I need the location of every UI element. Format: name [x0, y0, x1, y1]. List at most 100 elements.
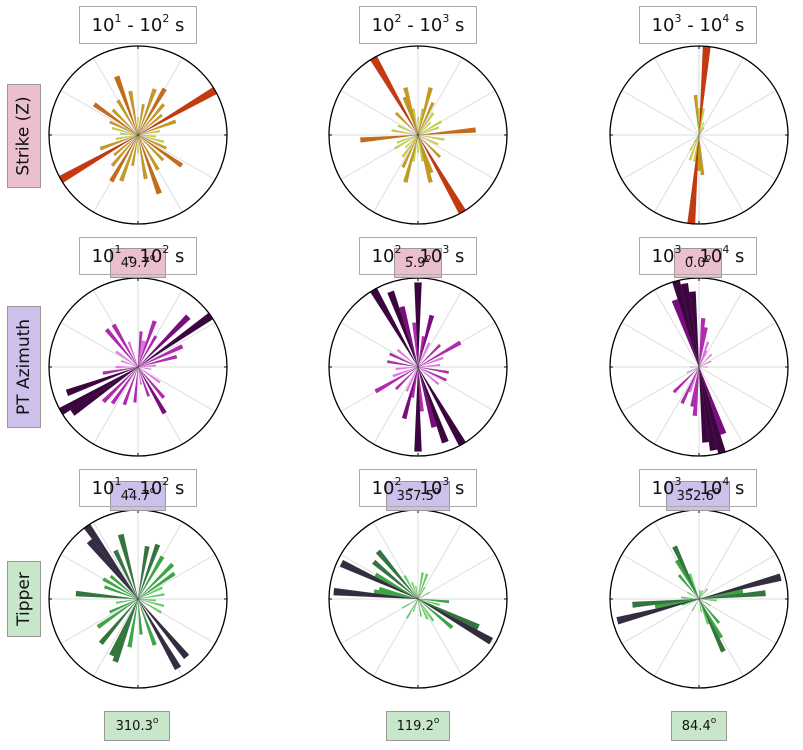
rose-petal [680, 366, 700, 405]
angular-gridline [621, 366, 700, 412]
rose-petal [392, 366, 419, 378]
rose-petal [410, 581, 419, 600]
degree-symbol: o [705, 253, 712, 263]
rose-petal [388, 352, 419, 368]
rose-petal [674, 559, 700, 600]
median-value-strike-3: 0.0 o [674, 248, 722, 278]
rose-petal [417, 342, 431, 368]
rose-petal [417, 134, 439, 146]
title-exp: 1 [114, 474, 122, 488]
title-base: 10 [91, 477, 115, 499]
rose-petal [127, 598, 139, 648]
angular-gridline [621, 322, 700, 368]
rose-petal [115, 134, 139, 141]
title-exp: 3 [442, 242, 450, 256]
degree-symbol: o [149, 253, 156, 263]
rose-petal [137, 134, 139, 153]
rose-petal [417, 112, 435, 136]
rose-petal [698, 360, 712, 368]
rose-petal [417, 598, 440, 606]
angular-gridline [417, 366, 496, 412]
rose-petal [137, 129, 161, 136]
title-exp: 4 [722, 242, 730, 256]
angular-gridline [654, 289, 700, 368]
rose-petal [374, 572, 419, 600]
title-unit: s [169, 477, 185, 499]
rose-petal [137, 134, 163, 195]
title-base: 10 [91, 245, 115, 267]
rose-petal [96, 598, 139, 630]
rose-petal [378, 586, 419, 600]
title-sep: - [401, 245, 420, 267]
angular-gridline [417, 598, 463, 677]
rose-petal [137, 335, 158, 368]
rose-petal [119, 134, 139, 182]
rose-petal [387, 290, 419, 368]
rose-petal [672, 366, 700, 394]
rose-petal [111, 108, 139, 136]
rose-petal [417, 598, 435, 622]
rose-plot-3-1 [48, 509, 228, 689]
rose-petal [672, 545, 700, 600]
rose-petal [374, 366, 419, 394]
rose-petal [137, 562, 175, 600]
title-sep: - [121, 477, 140, 499]
rose-petal [698, 353, 713, 368]
rose-petal [360, 134, 419, 143]
angular-gridline [60, 598, 139, 644]
rose-petal [404, 134, 419, 149]
rose-plot-1-1 [48, 45, 228, 225]
rose-petal [698, 108, 706, 136]
rose-petal [698, 590, 704, 600]
title-base: 10 [371, 14, 395, 36]
rose-petal [654, 598, 700, 609]
rose-petal [698, 366, 727, 436]
rose-petal [689, 366, 700, 368]
rose-petal [417, 121, 432, 136]
median-value-text: 310.3 [115, 718, 153, 734]
angular-gridline [698, 134, 744, 213]
rose-petal [137, 314, 191, 368]
rose-petal [137, 366, 166, 400]
rose-petal [70, 366, 139, 417]
rose-petal [403, 86, 419, 136]
angular-gridline [93, 598, 139, 677]
rose-petal [110, 134, 139, 168]
title-exp: 2 [394, 242, 402, 256]
rose-petal [417, 101, 435, 136]
rose-petal [137, 117, 139, 136]
angular-gridline [698, 554, 777, 600]
period-title-r1-c1: 10 1 - 10 2 s [79, 6, 197, 44]
rose-petal [697, 108, 701, 136]
rose-petal [137, 134, 156, 138]
rose-petal [102, 366, 139, 375]
rose-petal [688, 573, 700, 600]
rose-petal [137, 344, 184, 368]
rose-petal [371, 559, 419, 600]
median-value-text: 44.7 [120, 488, 150, 504]
row-label-strike-text: Strike (Z) [14, 96, 34, 176]
degree-symbol: o [149, 486, 156, 496]
rose-petal [131, 134, 139, 167]
rose-petal [698, 598, 703, 613]
rose-plot-1-2 [328, 45, 508, 225]
rose-petal [632, 598, 700, 608]
rose-petal [108, 598, 139, 614]
rose-petal [414, 366, 422, 452]
angular-gridline [698, 521, 744, 600]
period-title-r3-c2: 10 2 - 10 3 s [359, 469, 477, 507]
rose-petal [137, 88, 157, 136]
rose-petal [137, 340, 145, 368]
angular-gridline [417, 289, 463, 368]
angular-gridline [417, 57, 463, 136]
rose-petal [681, 596, 700, 600]
median-value-text: 119.2 [396, 718, 434, 734]
rose-petal [698, 590, 702, 600]
rose-petal [101, 366, 139, 404]
rose-petal [92, 102, 139, 136]
rose-petal [394, 366, 419, 391]
rose-petal [686, 366, 700, 374]
rose-petal [616, 598, 700, 625]
angular-gridline [137, 322, 216, 368]
title-base: 10 [419, 477, 443, 499]
